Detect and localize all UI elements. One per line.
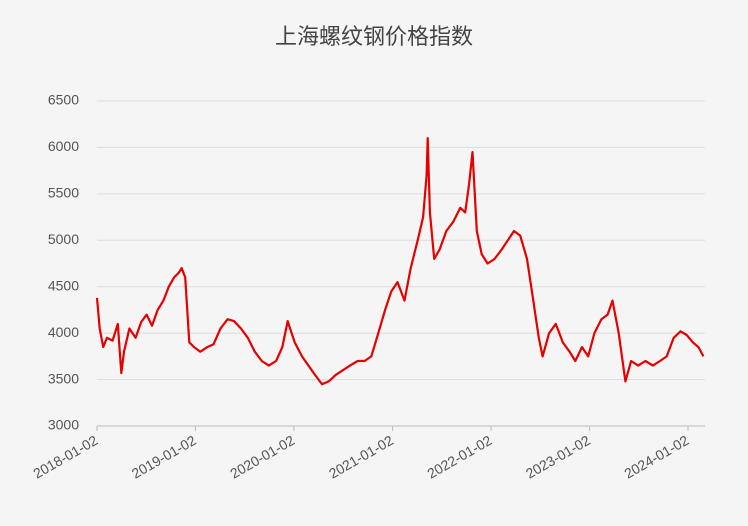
y-tick-label: 5500	[48, 185, 79, 201]
chart-title: 上海螺纹钢价格指数	[275, 24, 473, 49]
x-tick-label: 2020-01-02	[227, 432, 297, 482]
y-tick-label: 3000	[48, 417, 79, 433]
y-tick-label: 3500	[48, 370, 79, 386]
x-tick-label: 2021-01-02	[326, 432, 396, 482]
x-tick-label: 2019-01-02	[129, 432, 199, 482]
y-tick-label: 6000	[48, 138, 79, 154]
y-tick-label: 4000	[48, 324, 79, 340]
line-series	[95, 137, 705, 386]
y-tick-label: 4500	[48, 277, 79, 293]
x-tick-label: 2024-01-02	[621, 432, 691, 482]
x-tick-label: 2023-01-02	[523, 432, 593, 482]
x-tick-label: 2018-01-02	[30, 432, 100, 482]
y-tick-label: 6500	[48, 92, 79, 108]
x-tick-label: 2022-01-02	[424, 432, 494, 482]
y-tick-label: 5000	[48, 231, 79, 247]
